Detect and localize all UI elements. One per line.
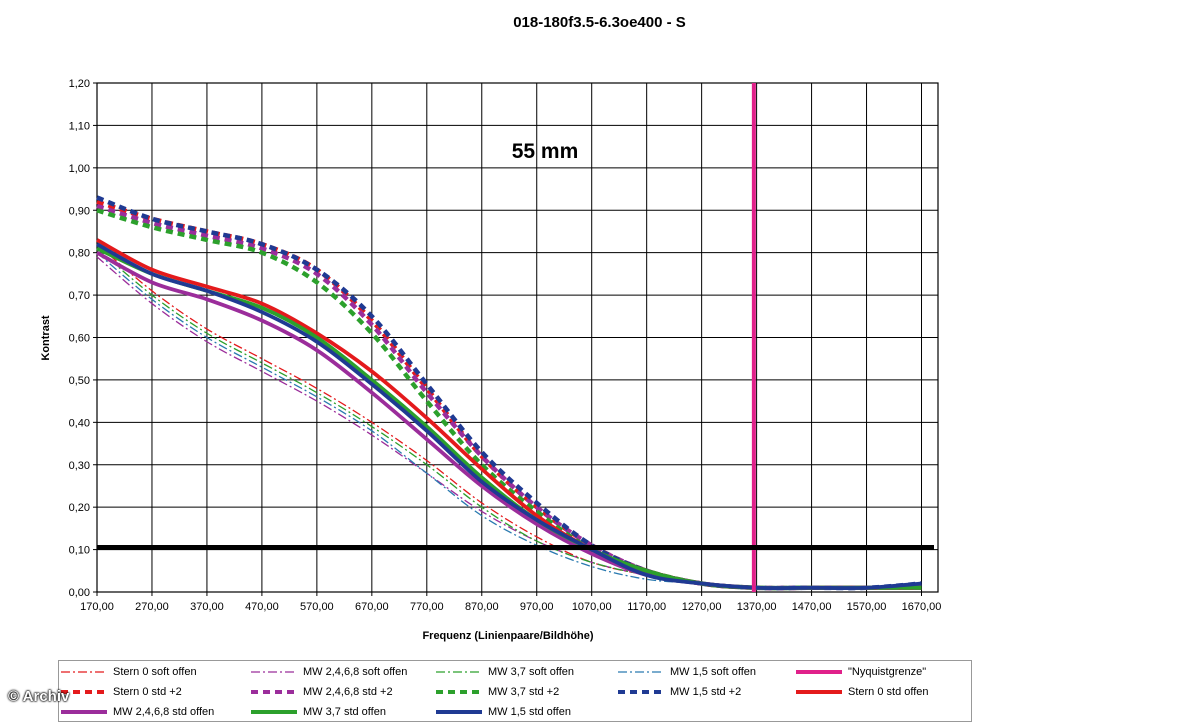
x-tick-label: 1370,00 xyxy=(737,601,777,613)
legend-label: MW 2,4,6,8 soft offen xyxy=(303,666,408,678)
legend-label: Stern 0 std +2 xyxy=(113,686,182,698)
legend-swatch xyxy=(251,690,297,694)
y-tick-labels: 0,00 0,10 0,20 0,30 0,40 0,50 0,60 0,70 0,80 0,90… xyxy=(69,78,90,599)
legend-label: Stern 0 std offen xyxy=(848,686,929,698)
y-tick-label: 0,90 xyxy=(69,205,90,217)
x-tick-label: 870,00 xyxy=(465,601,499,613)
series-line-stern-0-std-2 xyxy=(96,199,922,591)
y-axis-label: Kontrast xyxy=(40,315,52,361)
series-line-stern-0-std-offen xyxy=(96,238,922,590)
legend-label: MW 1,5 std offen xyxy=(488,706,571,718)
y-tick-label: 0,10 xyxy=(69,545,90,557)
legend-item-mw-1-5-soft-offen: MW 1,5 soft offen xyxy=(616,663,756,681)
x-tick-label: 570,00 xyxy=(300,601,334,613)
legend-label: MW 3,7 std +2 xyxy=(488,686,560,698)
series-line-mw-1-5-std-2 xyxy=(96,195,922,591)
legend-swatch xyxy=(796,670,842,674)
legend-label: "Nyquistgrenze" xyxy=(848,666,927,678)
x-tick-label: 1170,00 xyxy=(627,601,666,613)
x-tick-label: 1670,00 xyxy=(902,601,942,613)
legend-item-stern-0-std-2: Stern 0 std +2 xyxy=(59,683,182,701)
legend-swatch xyxy=(251,671,297,673)
y-tick-label: 0,20 xyxy=(69,502,90,514)
focal-length-annotation: 55 mm xyxy=(512,140,579,163)
y-tick-label: 1,10 xyxy=(69,120,90,132)
series-lines xyxy=(96,83,934,592)
series-line-mw-2-4-6-8-std-offen xyxy=(96,250,922,590)
chart-title: 018-180f3.5-6.3oe400 - S xyxy=(513,14,686,31)
x-axis-label: Frequenz (Linienpaare/Bildhöhe) xyxy=(422,630,593,642)
legend-item-mw-3-7-std-2: MW 3,7 std +2 xyxy=(434,683,559,701)
y-tick-label: 0,00 xyxy=(69,587,90,599)
x-tick-label: 1070,00 xyxy=(572,601,612,613)
series-line-mw-2-4-6-8-std-2 xyxy=(96,203,922,591)
legend-swatch xyxy=(61,710,107,714)
legend-item-mw-3-7-std-offen: MW 3,7 std offen xyxy=(249,703,386,721)
y-tick-label: 0,60 xyxy=(69,333,90,345)
legend-label: MW 1,5 soft offen xyxy=(670,666,757,678)
legend-label: MW 2,4,6,8 std offen xyxy=(113,706,215,718)
legend-item-mw-1-5-std-2: MW 1,5 std +2 xyxy=(616,683,741,701)
series-line-mw-3-7-std-offen xyxy=(96,246,922,590)
y-tick-label: 1,00 xyxy=(69,163,90,175)
watermark: © Archiv xyxy=(8,688,70,705)
x-tick-label: 670,00 xyxy=(355,601,389,613)
legend-item-mw-2-4-6-8-std-offen: MW 2,4,6,8 std offen xyxy=(59,703,214,721)
legend-item-stern-0-std-offen: Stern 0 std offen xyxy=(794,683,929,701)
x-tick-labels: 170,00 270,00 370,00 470,00 570,00 670,00 770,… xyxy=(80,601,941,613)
legend-item-mw-2-4-6-8-std-2: MW 2,4,6,8 std +2 xyxy=(249,683,393,701)
legend-item-nyquistgrenze: "Nyquistgrenze" xyxy=(794,663,926,681)
x-tick-label: 170,00 xyxy=(80,601,114,613)
y-tick-label: 0,70 xyxy=(69,290,90,302)
y-tick-label: 1,20 xyxy=(69,78,90,90)
y-tick-label: 0,80 xyxy=(69,248,90,260)
series-line-mw-3-7-soft-offen xyxy=(96,247,922,589)
legend-swatch xyxy=(436,671,482,673)
line-chart: 0,00 0,10 0,20 0,30 0,40 0,50 0,60 0,70 0,80 0,90… xyxy=(40,78,941,642)
legend-swatch xyxy=(796,690,842,694)
y-tick-label: 0,40 xyxy=(69,417,90,429)
legend-swatch xyxy=(618,690,664,694)
legend-swatch xyxy=(436,710,482,714)
x-tick-label: 1570,00 xyxy=(847,601,887,613)
x-tick-label: 1270,00 xyxy=(682,601,722,613)
legend-item-mw-1-5-std-offen: MW 1,5 std offen xyxy=(434,703,571,721)
legend-label: MW 3,7 std offen xyxy=(303,706,386,718)
x-tick-label: 970,00 xyxy=(520,601,554,613)
legend-swatch xyxy=(61,690,107,694)
x-tick-label: 1470,00 xyxy=(792,601,832,613)
x-tick-label: 470,00 xyxy=(245,601,279,613)
legend-item-mw-3-7-soft-offen: MW 3,7 soft offen xyxy=(434,663,574,681)
legend-label: MW 1,5 std +2 xyxy=(670,686,742,698)
legend-item-mw-2-4-6-8-soft-offen: MW 2,4,6,8 soft offen xyxy=(249,663,407,681)
x-tick-label: 370,00 xyxy=(190,601,224,613)
legend-label: MW 2,4,6,8 std +2 xyxy=(303,686,393,698)
legend-swatch xyxy=(61,671,107,673)
legend-swatch xyxy=(251,710,297,714)
y-tick-label: 0,50 xyxy=(69,375,90,387)
legend: Stern 0 soft offen MW 2,4,6,8 soft offen M… xyxy=(58,660,972,722)
legend-item-stern-0-soft-offen: Stern 0 soft offen xyxy=(59,663,197,681)
x-tick-label: 770,00 xyxy=(410,601,444,613)
legend-swatch xyxy=(618,671,664,673)
legend-label: MW 3,7 soft offen xyxy=(488,666,575,678)
y-tick-label: 0,30 xyxy=(69,460,90,472)
legend-swatch xyxy=(436,690,482,694)
legend-label: Stern 0 soft offen xyxy=(113,666,197,678)
x-tick-label: 270,00 xyxy=(135,601,169,613)
series-line-mw-1-5-std-offen xyxy=(96,242,922,590)
